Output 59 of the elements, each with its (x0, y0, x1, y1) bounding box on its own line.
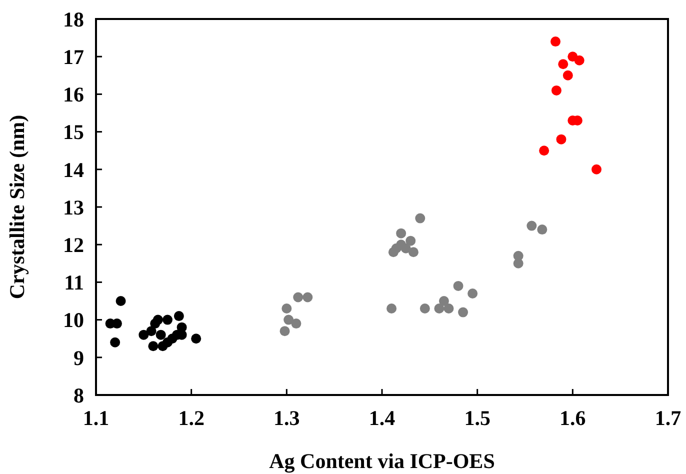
point (162, 314, 172, 325)
point (146, 326, 156, 336)
point (282, 304, 292, 314)
point (550, 36, 561, 47)
point (551, 85, 562, 96)
y-tick-label: 8 (74, 383, 84, 408)
point (592, 164, 602, 174)
point (453, 280, 464, 291)
y-tick-label: 9 (74, 346, 84, 370)
point (174, 311, 184, 322)
point (284, 314, 294, 325)
point (444, 304, 454, 314)
point (420, 304, 430, 314)
point (434, 304, 444, 314)
x-tick-label: 1.4 (368, 406, 396, 430)
point (148, 341, 158, 352)
point (408, 247, 418, 258)
point (513, 258, 524, 268)
y-tick-label: 18 (63, 7, 84, 32)
x-axis-title: Ag Content via ICP-OES (269, 449, 495, 473)
y-tick-label: 13 (63, 195, 84, 220)
point (574, 55, 584, 66)
point (406, 236, 416, 246)
x-tick-label: 1.3 (274, 406, 300, 430)
x-tick-label: 1.6 (560, 406, 586, 430)
y-tick-label: 15 (63, 120, 84, 144)
y-tick-label: 10 (63, 308, 84, 332)
y-tick-label: 17 (63, 44, 84, 69)
point (526, 220, 537, 231)
y-tick-label: 16 (63, 82, 84, 107)
point (138, 330, 149, 340)
point (110, 337, 120, 348)
point (280, 326, 290, 336)
point (156, 330, 166, 340)
point (293, 292, 304, 302)
x-tick-label: 1.2 (178, 406, 204, 430)
y-tick-label: 11 (64, 270, 84, 295)
point (458, 307, 468, 318)
point (562, 70, 573, 80)
point (191, 334, 202, 344)
y-tick-label: 12 (63, 232, 84, 257)
point (558, 59, 568, 70)
point (302, 292, 313, 302)
x-tick-label: 1.7 (654, 406, 682, 430)
y-tick-label: 14 (63, 158, 84, 182)
point (537, 224, 548, 235)
point (539, 146, 550, 156)
x-tick-label: 1.5 (464, 406, 490, 430)
point (116, 296, 126, 306)
point (396, 228, 406, 238)
point (386, 304, 397, 314)
y-axis-title: Crystallite Size (nm) (5, 114, 29, 300)
point (556, 134, 566, 144)
point (468, 288, 478, 298)
point (152, 314, 163, 325)
point (438, 296, 449, 306)
point (415, 213, 426, 224)
x-tick-label: 1.1 (82, 406, 110, 430)
point (291, 318, 302, 329)
